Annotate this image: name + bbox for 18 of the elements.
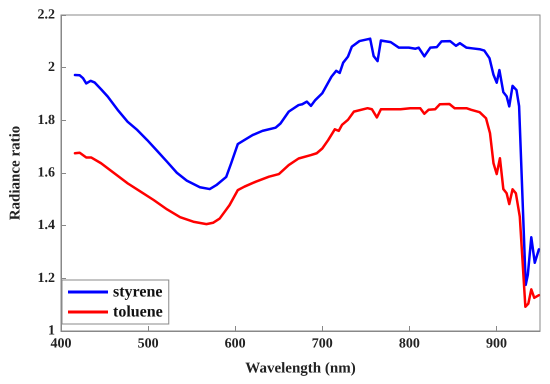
legend-label: styrene: [113, 284, 162, 300]
x-axis-title: Wavelength (nm): [245, 360, 356, 376]
y-tick-label: 1.6: [38, 166, 55, 180]
x-tick-label: 500: [138, 336, 159, 352]
y-tick-label: 1.2: [38, 270, 55, 286]
x-tick-label: 400: [50, 336, 72, 352]
y-tick-label: 1.4: [38, 218, 55, 234]
y-tick-label: 1.8: [38, 112, 55, 128]
x-tick-label: 800: [398, 336, 420, 352]
x-tick-label: 900: [486, 336, 507, 352]
x-tick-label: 700: [312, 336, 333, 352]
y-tick-label: 2.2: [38, 8, 55, 22]
y-axis-title: Radiance ratio: [8, 126, 24, 220]
legend-label: toluene: [113, 304, 163, 320]
x-tick-label: 600: [224, 336, 246, 352]
line-series: [74, 37, 540, 286]
y-tick-label: 1: [48, 324, 55, 338]
y-tick-label: 2: [48, 60, 55, 76]
